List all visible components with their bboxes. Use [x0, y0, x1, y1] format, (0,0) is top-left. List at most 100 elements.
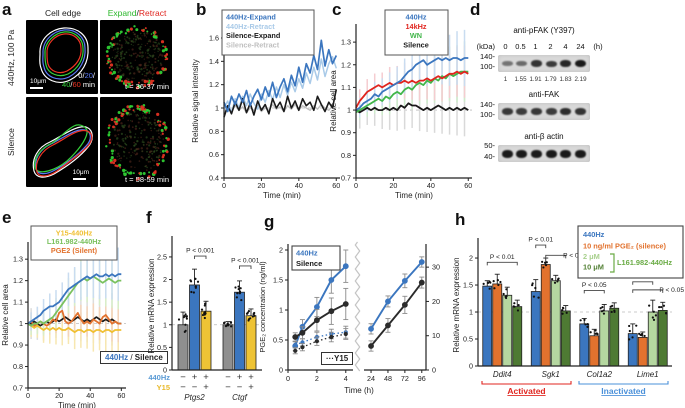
- svg-text:Silence: Silence: [403, 40, 429, 49]
- svg-text:Time (min): Time (min): [58, 401, 96, 408]
- svg-text:P < 0.001: P < 0.001: [186, 248, 215, 255]
- slash: /: [128, 353, 135, 362]
- lane-header: 4: [563, 42, 568, 51]
- blot-actin: [498, 145, 590, 162]
- cell-outline-image: [39, 27, 89, 83]
- svg-text:2: 2: [469, 254, 473, 263]
- kda-marker: 140-: [479, 100, 495, 109]
- lane-header: 2: [548, 42, 553, 51]
- svg-text:20: 20: [432, 297, 440, 306]
- svg-text:+: +: [203, 382, 209, 393]
- svg-text:P < 0.001: P < 0.001: [231, 257, 260, 264]
- svg-text:0: 0: [354, 181, 358, 190]
- y15-annotation: ···Y15: [321, 352, 354, 365]
- legend-440hz: 440Hz: [105, 353, 129, 362]
- kda-marker: 100-: [479, 62, 495, 71]
- panel-f-label: f: [146, 208, 152, 227]
- svg-text:+: +: [248, 382, 254, 393]
- svg-text:+: +: [203, 372, 209, 383]
- svg-text:P < 0.01: P < 0.01: [563, 252, 588, 259]
- svg-text:Ctgf: Ctgf: [232, 393, 247, 402]
- svg-text:10 μM: 10 μM: [583, 263, 604, 272]
- svg-text:+: +: [248, 372, 254, 383]
- microscopy-cell-edge-440hz: 0/20/40/60 min 10μm: [26, 20, 98, 94]
- slash: /: [136, 8, 139, 18]
- blot-pfak: [498, 55, 590, 72]
- svg-text:0.5: 0.5: [157, 343, 167, 352]
- svg-text:20: 20: [257, 181, 265, 190]
- svg-text:Relative cell area: Relative cell area: [329, 70, 338, 132]
- blot-fak: [498, 103, 590, 120]
- svg-text:0.6: 0.6: [209, 150, 219, 159]
- svg-text:Silence-Expand: Silence-Expand: [226, 31, 280, 40]
- densitometry-value: 1: [503, 76, 508, 83]
- svg-text:1.6: 1.6: [209, 34, 219, 43]
- svg-text:2.5: 2.5: [157, 252, 167, 261]
- svg-text:1: 1: [163, 320, 167, 329]
- lane-header: 1: [533, 42, 538, 51]
- svg-text:96: 96: [418, 374, 426, 383]
- svg-text:0: 0: [163, 366, 167, 375]
- svg-text:1.1: 1.1: [13, 298, 23, 307]
- legend-silence: Silence: [134, 353, 163, 362]
- svg-text:30: 30: [432, 263, 440, 272]
- svg-text:P < 0.05: P < 0.05: [582, 282, 607, 289]
- svg-text:1.5: 1.5: [463, 281, 473, 290]
- svg-text:WN: WN: [410, 31, 422, 40]
- lane-header: 0: [503, 42, 508, 51]
- svg-text:P < 0.01: P < 0.01: [490, 254, 515, 261]
- blot-title-fak: anti-FAK: [528, 90, 560, 99]
- svg-text:−: −: [237, 382, 243, 393]
- svg-text:1: 1: [347, 106, 351, 115]
- scale-bar: 10μm: [30, 78, 47, 89]
- densitometry-value: 1.91: [529, 76, 542, 83]
- panel-c-label: c: [332, 0, 342, 19]
- svg-text:60: 60: [332, 181, 340, 190]
- row-label-silence: Silence: [6, 128, 16, 156]
- densitometry-value: 1.79: [544, 76, 557, 83]
- scale-bar-label: 10μm: [30, 78, 47, 85]
- svg-text:Ptgs2: Ptgs2: [184, 393, 205, 402]
- svg-text:Lime1: Lime1: [637, 370, 659, 379]
- svg-text:2 μM: 2 μM: [583, 252, 600, 261]
- svg-text:440Hz-Expand: 440Hz-Expand: [226, 13, 276, 22]
- svg-text:10 ng/ml PGE₂ (silence): 10 ng/ml PGE₂ (silence): [583, 242, 667, 251]
- svg-text:+: +: [192, 372, 198, 383]
- blot-title-actin: anti-β actin: [524, 132, 564, 141]
- svg-text:−: −: [192, 382, 198, 393]
- svg-text:0.4: 0.4: [209, 174, 219, 183]
- panel-g-label: g: [264, 212, 275, 231]
- svg-text:440Hz: 440Hz: [583, 230, 605, 239]
- kda-marker: 140-: [479, 52, 495, 61]
- svg-text:1.1: 1.1: [341, 83, 351, 92]
- svg-text:0.8: 0.8: [209, 127, 219, 136]
- svg-text:L161.982-440Hz: L161.982-440Hz: [617, 258, 672, 267]
- svg-text:14kHz: 14kHz: [405, 22, 426, 31]
- svg-text:1: 1: [19, 319, 23, 328]
- column-header-expand-retract: Expand/Retract: [98, 8, 176, 18]
- panel-d-label: d: [470, 0, 481, 19]
- svg-text:20: 20: [55, 391, 63, 400]
- chart-cell-area-inhibitors: 0.7 0.8 0.9 1 1.1 1.2 1.3 0 20 40 60 Time (min) Rela…: [1, 225, 126, 408]
- svg-text:0: 0: [469, 362, 473, 371]
- densitometry-value: 1.83: [559, 76, 572, 83]
- svg-text:Relative cell area: Relative cell area: [1, 284, 10, 346]
- svg-text:1.5: 1.5: [157, 298, 167, 307]
- svg-text:4: 4: [344, 374, 348, 383]
- panel-western-blots: d anti-pFAK (Y397) (kDa) 0 0.5 1 2 4 24 …: [462, 0, 685, 202]
- svg-text:1.3: 1.3: [13, 255, 23, 264]
- svg-text:Silence: Silence: [296, 259, 322, 268]
- svg-text:Col1a2: Col1a2: [587, 370, 613, 379]
- svg-text:1.2: 1.2: [341, 60, 351, 69]
- svg-text:0: 0: [279, 366, 283, 375]
- scale-bar-label: 10μm: [72, 169, 89, 176]
- svg-text:1.3: 1.3: [341, 38, 351, 47]
- svg-text:48: 48: [384, 374, 392, 383]
- panel-a-label: a: [2, 0, 12, 19]
- svg-text:Silence-Retract: Silence-Retract: [226, 40, 280, 49]
- svg-text:20: 20: [389, 181, 397, 190]
- svg-text:0.8: 0.8: [13, 362, 23, 371]
- svg-text:440Hz: 440Hz: [296, 249, 318, 258]
- microscopy-expand-retract-silence: t = 58-59 min: [100, 97, 172, 187]
- svg-text:P < 0.05: P < 0.05: [659, 287, 684, 294]
